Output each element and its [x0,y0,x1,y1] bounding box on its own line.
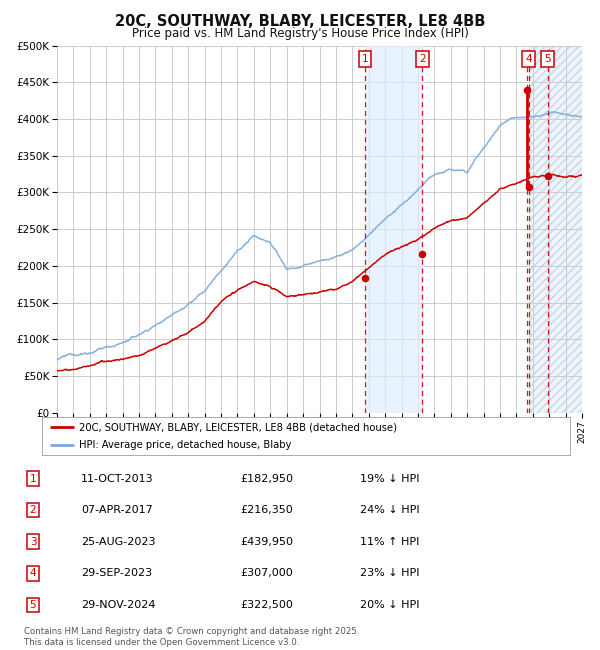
Text: £216,350: £216,350 [240,505,293,515]
Text: £439,950: £439,950 [240,537,293,547]
Text: 1: 1 [29,474,37,484]
Text: 29-NOV-2024: 29-NOV-2024 [81,600,155,610]
Text: £307,000: £307,000 [240,568,293,578]
Text: 20C, SOUTHWAY, BLABY, LEICESTER, LE8 4BB (detached house): 20C, SOUTHWAY, BLABY, LEICESTER, LE8 4BB… [79,422,397,432]
Text: £322,500: £322,500 [240,600,293,610]
Bar [365,46,422,413]
Text: £182,950: £182,950 [240,474,293,484]
Text: 2: 2 [419,54,425,64]
Text: 11% ↑ HPI: 11% ↑ HPI [360,537,419,547]
Text: 19% ↓ HPI: 19% ↓ HPI [360,474,419,484]
Text: 3: 3 [29,537,37,547]
Text: Price paid vs. HM Land Registry's House Price Index (HPI): Price paid vs. HM Land Registry's House … [131,27,469,40]
Text: 29-SEP-2023: 29-SEP-2023 [81,568,152,578]
Text: 20% ↓ HPI: 20% ↓ HPI [360,600,419,610]
Text: 23% ↓ HPI: 23% ↓ HPI [360,568,419,578]
Text: 25-AUG-2023: 25-AUG-2023 [81,537,155,547]
Bar [529,46,582,413]
Text: 5: 5 [29,600,37,610]
Text: 24% ↓ HPI: 24% ↓ HPI [360,505,419,515]
Text: 20C, SOUTHWAY, BLABY, LEICESTER, LE8 4BB: 20C, SOUTHWAY, BLABY, LEICESTER, LE8 4BB [115,14,485,29]
Text: 07-APR-2017: 07-APR-2017 [81,505,153,515]
Text: 1: 1 [362,54,368,64]
Text: 4: 4 [29,568,37,578]
Bar [529,46,582,413]
Text: Contains HM Land Registry data © Crown copyright and database right 2025.
This d: Contains HM Land Registry data © Crown c… [24,627,359,647]
Text: 11-OCT-2013: 11-OCT-2013 [81,474,154,484]
Text: 2: 2 [29,505,37,515]
Text: 4: 4 [526,54,532,64]
Text: HPI: Average price, detached house, Blaby: HPI: Average price, detached house, Blab… [79,440,292,450]
Text: 5: 5 [544,54,551,64]
